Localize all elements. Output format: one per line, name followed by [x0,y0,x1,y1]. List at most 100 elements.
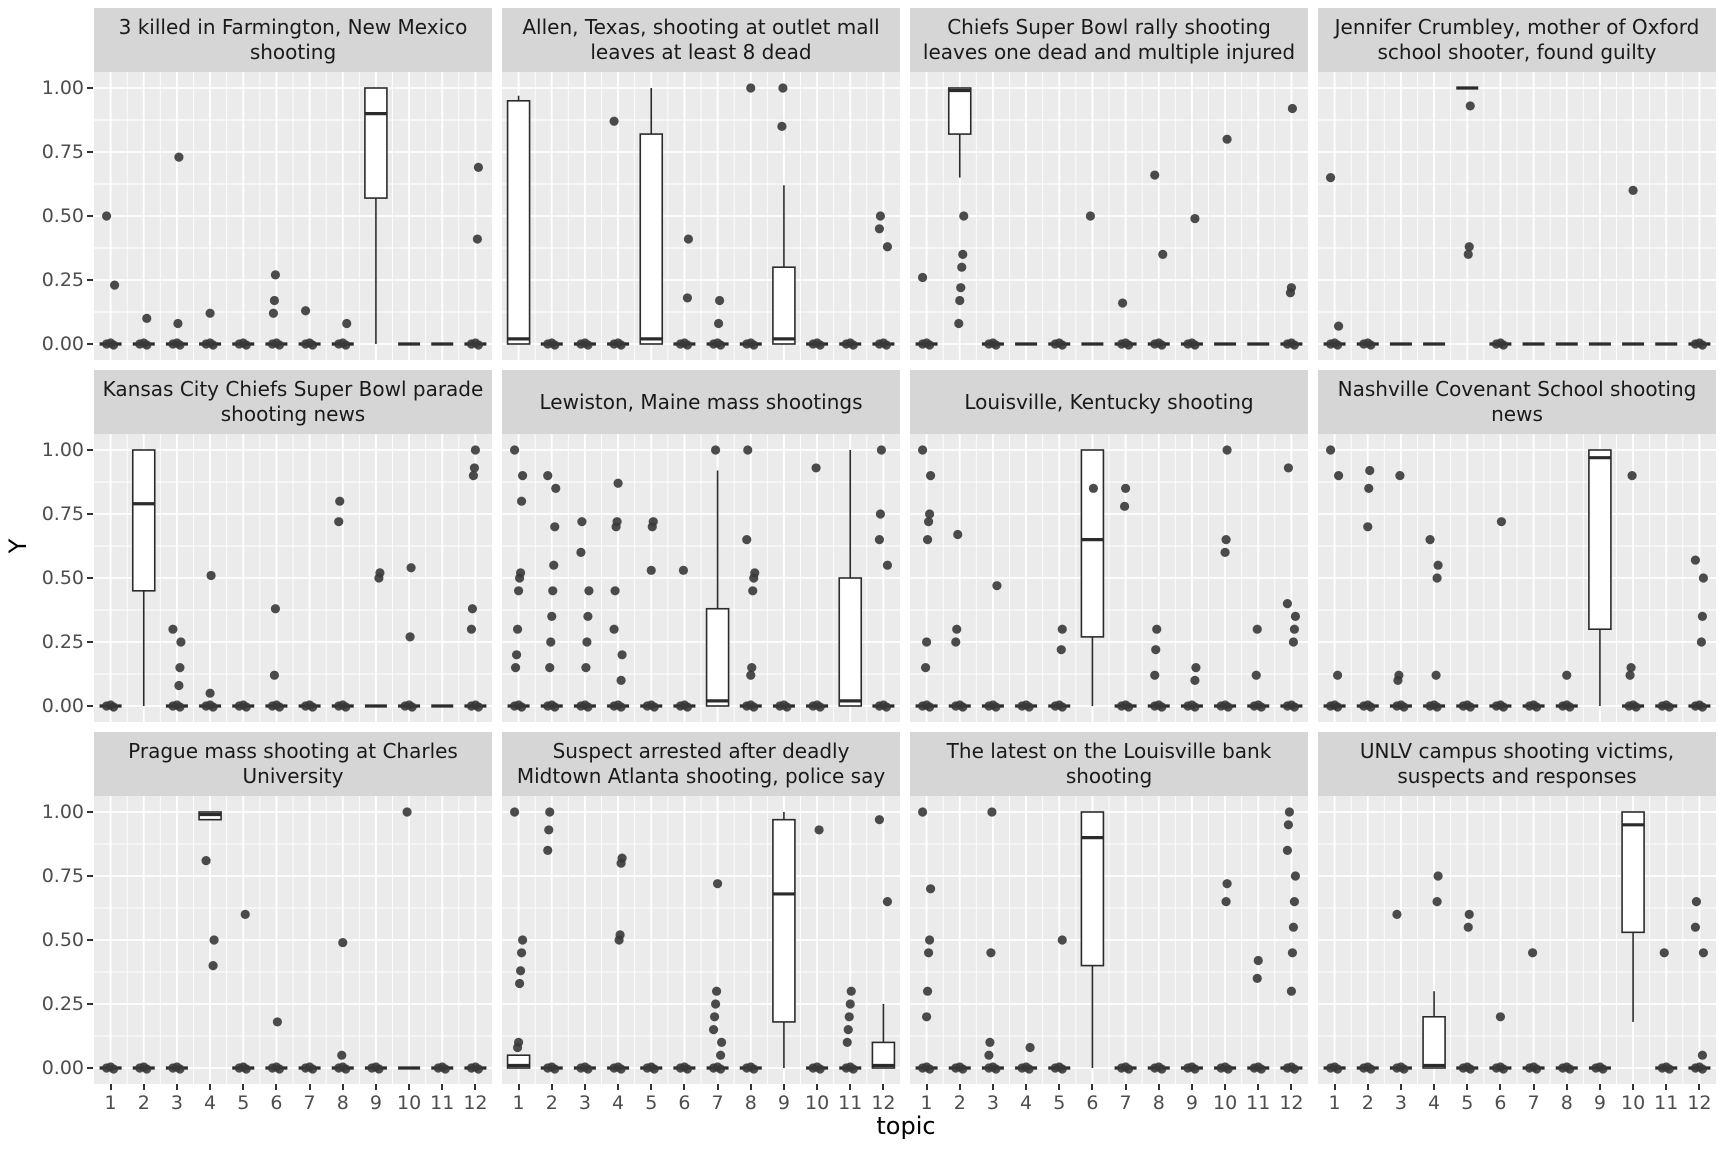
y-tick-label: 0.75 [41,865,84,887]
y-tick-mark [87,279,93,281]
x-tick-label: 11 [1246,1092,1271,1114]
x-tick-mark [441,1084,444,1090]
facet-title-strip: Suspect arrested after deadly Midtown At… [502,732,900,796]
x-tick-mark [1499,1084,1502,1090]
y-tick-mark [87,811,93,813]
x-tick-mark [925,1084,928,1090]
x-tick-label: 8 [1560,1092,1573,1114]
x-tick-mark [1025,1084,1028,1090]
x-tick-mark [1091,1084,1094,1090]
facet-title-strip: Nashville Covenant School shooting news [1318,370,1716,434]
x-tick-mark [1598,1084,1601,1090]
y-tick-mark [87,577,93,579]
facet-title-text: Allen, Texas, shooting at outlet mall le… [522,15,880,64]
x-tick-label: 3 [986,1092,999,1114]
x-tick-label: 8 [336,1092,349,1114]
x-tick-mark [341,1084,344,1090]
x-tick-mark [1290,1084,1293,1090]
x-tick-label: 8 [1152,1092,1165,1114]
x-tick-mark [1190,1084,1193,1090]
y-tick-mark [87,449,93,451]
x-tick-mark [617,1084,620,1090]
x-tick-mark [849,1084,852,1090]
x-tick-mark [782,1084,785,1090]
x-tick-label: 4 [204,1092,217,1114]
facet-title-text: Louisville, Kentucky shooting [964,389,1254,414]
x-tick-mark [275,1084,278,1090]
x-tick-label: 5 [1461,1092,1474,1114]
facet-panel-8: Nashville Covenant School shooting news [1318,370,1716,722]
y-tick-mark [87,1067,93,1069]
x-tick-label: 6 [1086,1092,1099,1114]
x-tick-mark [991,1084,994,1090]
x-tick-label: 9 [777,1092,790,1114]
x-tick-label: 4 [1020,1092,1033,1114]
facet-plot [94,796,492,1084]
y-tick-label: 0.25 [41,631,84,653]
facet-plot [910,72,1308,360]
y-tick-mark [87,939,93,941]
x-tick-mark [1257,1084,1260,1090]
facet-title-text: Nashville Covenant School shooting news [1337,377,1697,426]
x-tick-label: 1 [920,1092,933,1114]
facet-plot [94,72,492,360]
x-tick-mark [650,1084,653,1090]
x-tick-mark [1632,1084,1635,1090]
x-tick-label: 2 [953,1092,966,1114]
x-tick-mark [374,1084,377,1090]
y-tick-label: 0.75 [41,141,84,163]
x-tick-label: 4 [612,1092,625,1114]
facet-title-strip: Allen, Texas, shooting at outlet mall le… [502,8,900,72]
facet-title-text: Suspect arrested after deadly Midtown At… [516,739,886,788]
x-tick-mark [1366,1084,1369,1090]
x-tick-label: 8 [744,1092,757,1114]
x-tick-label: 2 [545,1092,558,1114]
x-tick-label: 7 [1527,1092,1540,1114]
x-tick-label: 3 [170,1092,183,1114]
x-tick-label: 2 [1361,1092,1374,1114]
x-tick-mark [1565,1084,1568,1090]
x-tick-label: 6 [1494,1092,1507,1114]
y-tick-mark [87,151,93,153]
y-tick-mark [87,513,93,515]
x-tick-label: 9 [1593,1092,1606,1114]
x-tick-label: 11 [1654,1092,1679,1114]
facet-plot [910,434,1308,722]
x-tick-mark [474,1084,477,1090]
facet-title-strip: Lewiston, Maine mass shootings [502,370,900,434]
x-tick-mark [882,1084,885,1090]
x-tick-label: 12 [871,1092,896,1114]
facet-panel-10: Suspect arrested after deadly Midtown At… [502,732,900,1084]
x-tick-label: 5 [1053,1092,1066,1114]
x-tick-mark [1698,1084,1701,1090]
facet-title-text: Prague mass shooting at Charles Universi… [128,739,458,788]
x-tick-label: 9 [369,1092,382,1114]
y-tick-label: 1.00 [41,77,84,99]
facet-title-strip: Chiefs Super Bowl rally shooting leaves … [910,8,1308,72]
facet-title-text: Lewiston, Maine mass shootings [539,389,863,414]
x-tick-label: 10 [1212,1092,1238,1114]
facet-panel-3: Chiefs Super Bowl rally shooting leaves … [910,8,1308,360]
facet-title-strip: The latest on the Louisville bank shooti… [910,732,1308,796]
x-tick-mark [175,1084,178,1090]
facet-panel-1: 3 killed in Farmington, New Mexico shoot… [94,8,492,360]
x-axis-title: topic [876,1112,936,1140]
facet-panel-9: Prague mass shooting at Charles Universi… [94,732,492,1084]
x-tick-mark [1224,1084,1227,1090]
facet-title-strip: Jennifer Crumbley, mother of Oxford scho… [1318,8,1716,72]
x-tick-mark [683,1084,686,1090]
y-tick-label: 0.50 [41,205,84,227]
y-tick-mark [87,641,93,643]
x-tick-mark [242,1084,245,1090]
x-tick-mark [408,1084,411,1090]
x-tick-label: 6 [678,1092,691,1114]
facet-plot [94,434,492,722]
x-tick-mark [308,1084,311,1090]
x-tick-mark [1124,1084,1127,1090]
x-tick-mark [1532,1084,1535,1090]
y-tick-mark [87,343,93,345]
x-tick-mark [816,1084,819,1090]
x-tick-label: 5 [237,1092,250,1114]
x-tick-label: 10 [1620,1092,1646,1114]
x-tick-mark [1157,1084,1160,1090]
